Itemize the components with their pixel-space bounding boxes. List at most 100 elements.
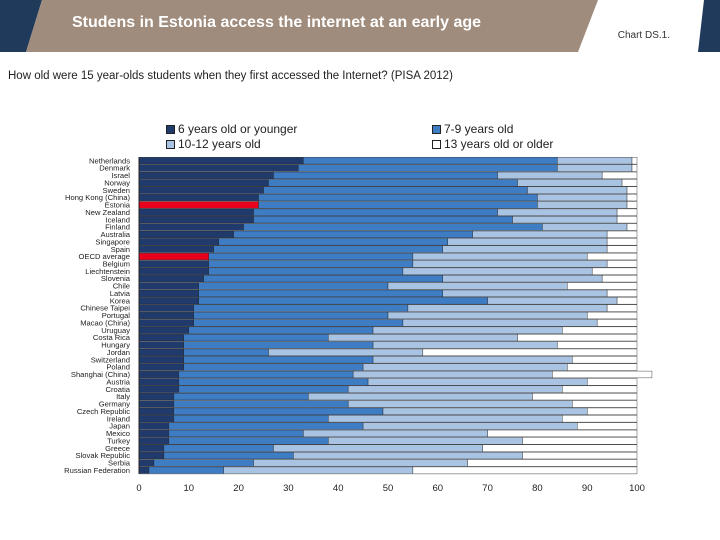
legend-swatch <box>166 139 175 149</box>
bar-segment <box>138 179 269 187</box>
bar-segment <box>372 326 563 334</box>
bar-segment <box>626 193 638 202</box>
bar-segment <box>352 370 553 379</box>
bar-segment <box>138 429 170 438</box>
legend-label: 7-9 years old <box>444 122 514 136</box>
bar-segment <box>372 356 573 364</box>
bar-segment <box>273 444 483 452</box>
bar-segment <box>621 179 638 187</box>
legend-item-10-12: 10-12 years old <box>166 137 261 151</box>
bar-segment <box>587 378 638 386</box>
bar-segment <box>153 459 254 467</box>
bar-segment <box>183 341 374 349</box>
bar-segment <box>522 451 638 460</box>
bar-segment <box>362 422 578 430</box>
bar-segment <box>168 437 329 445</box>
bar-segment <box>273 171 498 180</box>
bar-segment <box>631 164 638 172</box>
bar-segment <box>512 216 618 224</box>
x-tick-label: 100 <box>629 483 645 494</box>
bar-segment <box>298 164 558 172</box>
bar-segment <box>263 186 528 194</box>
category-label: Greece <box>105 444 130 453</box>
category-label: Liechtenstein <box>85 267 130 276</box>
category-label: Croatia <box>106 385 131 394</box>
bar-segment <box>138 437 170 445</box>
bar-segment <box>626 223 638 231</box>
x-tick-label: 60 <box>433 483 444 494</box>
bar-segment <box>587 311 638 320</box>
bar-segment <box>542 223 628 231</box>
bar-segment <box>606 289 638 297</box>
bar-segment <box>198 289 443 297</box>
bar-segment <box>606 260 638 268</box>
legend-label: 10-12 years old <box>178 137 261 151</box>
bar-segment <box>173 400 349 408</box>
bar-segment <box>208 252 414 261</box>
bar-segment <box>482 444 638 452</box>
category-label: Sweden <box>103 186 130 195</box>
bar-segment <box>183 348 269 356</box>
bar-segment <box>138 238 219 246</box>
bar-segment <box>626 186 638 194</box>
category-label: Japan <box>109 422 130 431</box>
x-tick-label: 10 <box>184 483 195 494</box>
bar-segment <box>208 267 404 275</box>
banner-title-band <box>26 0 598 52</box>
bar-segment <box>303 429 488 438</box>
bar-segment <box>198 282 389 290</box>
bar-segment <box>532 393 638 401</box>
legend-item-7-9: 7-9 years old <box>432 122 513 136</box>
legend-label: 13 years old or older <box>444 137 554 151</box>
bar-segment <box>138 275 204 283</box>
bar-segment <box>138 164 299 172</box>
bar-segment <box>616 216 638 224</box>
bar-segment <box>347 385 563 393</box>
bar-segment <box>203 275 443 283</box>
bar-segment <box>587 252 638 261</box>
bar-segment <box>178 385 349 393</box>
bar-segment <box>138 459 155 467</box>
bar-segment <box>422 348 638 356</box>
bar-segment <box>138 260 209 268</box>
category-label: Austria <box>106 377 130 386</box>
bar-segment <box>487 429 638 438</box>
category-label: Germany <box>99 400 130 409</box>
bar-segment <box>138 252 209 261</box>
bar-segment <box>367 378 588 386</box>
bar-segment <box>138 245 214 253</box>
category-label: Mexico <box>106 429 130 438</box>
x-tick-label: 90 <box>582 483 593 494</box>
bar-segment <box>193 319 404 327</box>
bar-segment <box>567 363 638 371</box>
bar-segment <box>402 267 593 275</box>
x-tick-label: 70 <box>482 483 493 494</box>
bar-segment <box>168 429 304 438</box>
legend-swatch <box>432 139 441 149</box>
page-title: Studens in Estonia access the internet a… <box>72 14 482 31</box>
banner-right-stripe <box>698 0 720 52</box>
x-tick-label: 20 <box>233 483 244 494</box>
bar-segment <box>268 348 424 356</box>
chart-id-label: Chart DS.1. <box>617 30 670 41</box>
bar-segment <box>253 459 468 467</box>
bar-segment <box>412 252 588 261</box>
bar-segment <box>447 238 608 246</box>
bar-segment <box>467 459 638 467</box>
bar-segment <box>487 297 618 305</box>
category-label: Portugal <box>102 311 131 320</box>
bar-segment <box>362 363 568 371</box>
bar-segment <box>138 201 259 209</box>
bar-segment <box>178 378 369 386</box>
legend-label: 6 years old or younger <box>178 122 298 136</box>
bar-segment <box>168 422 364 430</box>
bar-segment <box>173 393 309 401</box>
bar-segment <box>138 208 254 216</box>
category-label: Norway <box>104 178 130 187</box>
category-label: Latvia <box>110 289 131 298</box>
bar-segment <box>138 356 185 364</box>
bar-segment <box>557 157 633 165</box>
x-tick-label: 80 <box>532 483 543 494</box>
bar-segment <box>402 319 598 327</box>
